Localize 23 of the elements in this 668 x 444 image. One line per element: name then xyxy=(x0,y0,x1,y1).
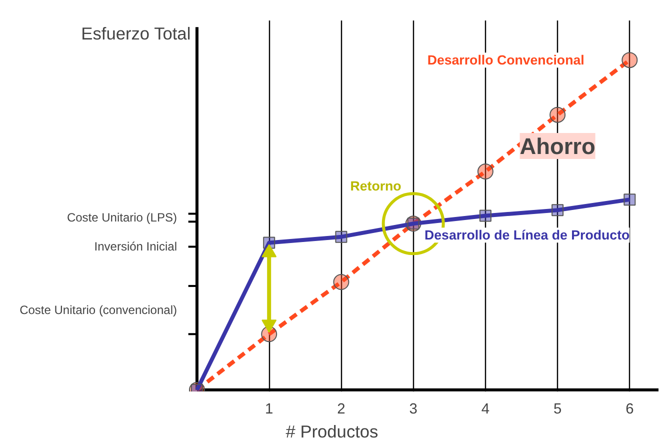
series-label: Desarrollo Convencional xyxy=(427,52,584,68)
text: Inversión Inicial xyxy=(94,240,177,254)
point xyxy=(624,194,636,206)
y-axis-title: Esfuerzo Total xyxy=(81,24,191,44)
annotation: Retorno xyxy=(350,178,402,194)
point xyxy=(335,230,348,243)
point xyxy=(552,204,564,216)
point xyxy=(622,52,638,68)
x-axis-title: # Productos xyxy=(286,422,379,442)
text: Coste Unitario (convencional) xyxy=(20,303,177,318)
x-tick-label: 2 xyxy=(337,402,346,418)
x-tick-label: 3 xyxy=(409,402,418,418)
x-tick-label: 6 xyxy=(626,402,634,418)
annotation: Ahorro xyxy=(520,132,596,159)
x-tick-label: 5 xyxy=(553,402,562,418)
point xyxy=(477,164,494,180)
point xyxy=(479,210,492,222)
series-label: Desarrollo de Línea de Producto xyxy=(424,228,630,243)
point xyxy=(333,274,350,290)
point xyxy=(550,106,566,123)
x-tick-label: 1 xyxy=(265,402,274,418)
x-tick-label: 4 xyxy=(481,402,490,418)
text: Coste Unitario (LPS) xyxy=(66,210,177,225)
